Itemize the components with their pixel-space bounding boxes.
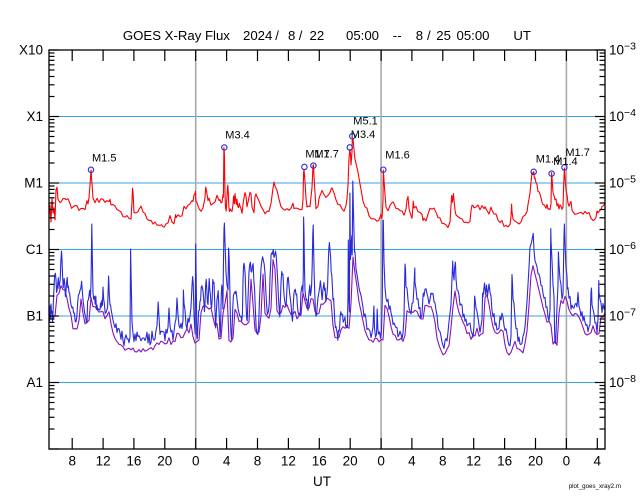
svg-text:12: 12 xyxy=(466,454,481,469)
svg-text:M3.4: M3.4 xyxy=(351,129,375,141)
svg-text:16: 16 xyxy=(312,454,327,469)
svg-text:M1.4: M1.4 xyxy=(536,153,560,165)
svg-text:8: 8 xyxy=(254,454,262,469)
svg-text:0: 0 xyxy=(563,454,571,469)
svg-text:22: 22 xyxy=(310,28,325,43)
svg-text:UT: UT xyxy=(313,474,331,489)
svg-text:0: 0 xyxy=(377,454,385,469)
svg-text:20: 20 xyxy=(343,454,358,469)
svg-text:05:00: 05:00 xyxy=(346,28,379,43)
svg-text:M1.7: M1.7 xyxy=(314,149,338,161)
svg-text:8: 8 xyxy=(439,454,447,469)
svg-text:M3.4: M3.4 xyxy=(225,130,249,142)
svg-text:A1: A1 xyxy=(26,375,43,390)
svg-text:M1.7: M1.7 xyxy=(565,147,589,159)
svg-text:plot_goes_xray2.m: plot_goes_xray2.m xyxy=(569,483,621,490)
svg-text:2024: 2024 xyxy=(243,28,272,43)
svg-text:M1.7: M1.7 xyxy=(305,149,329,161)
svg-text:M1: M1 xyxy=(24,176,43,191)
svg-text:/: / xyxy=(275,28,279,43)
svg-text:4: 4 xyxy=(594,454,602,469)
svg-text:12: 12 xyxy=(96,454,111,469)
svg-text:X10: X10 xyxy=(19,43,43,58)
svg-text:C1: C1 xyxy=(26,242,43,257)
svg-text:4: 4 xyxy=(408,454,416,469)
svg-text:GOES X-Ray Flux: GOES X-Ray Flux xyxy=(123,28,230,43)
svg-text:16: 16 xyxy=(497,454,512,469)
svg-text:M5.1: M5.1 xyxy=(353,116,377,128)
svg-text:/: / xyxy=(427,28,431,43)
svg-text:UT: UT xyxy=(513,28,531,43)
svg-text:/: / xyxy=(299,28,303,43)
svg-text:M1.6: M1.6 xyxy=(385,149,409,161)
svg-text:B1: B1 xyxy=(26,309,43,324)
svg-text:25: 25 xyxy=(436,28,451,43)
svg-text:8: 8 xyxy=(68,454,76,469)
svg-text:X1: X1 xyxy=(26,109,43,124)
svg-text:12: 12 xyxy=(281,454,296,469)
svg-text:--: -- xyxy=(393,28,402,43)
svg-text:8: 8 xyxy=(416,28,423,43)
svg-text:0: 0 xyxy=(192,454,200,469)
svg-text:M1.4: M1.4 xyxy=(553,156,577,168)
svg-text:20: 20 xyxy=(157,454,172,469)
svg-text:20: 20 xyxy=(528,454,543,469)
svg-text:M1.5: M1.5 xyxy=(92,153,116,165)
svg-text:16: 16 xyxy=(126,454,141,469)
svg-text:4: 4 xyxy=(223,454,231,469)
svg-text:8: 8 xyxy=(288,28,295,43)
svg-text:05:00: 05:00 xyxy=(457,28,490,43)
